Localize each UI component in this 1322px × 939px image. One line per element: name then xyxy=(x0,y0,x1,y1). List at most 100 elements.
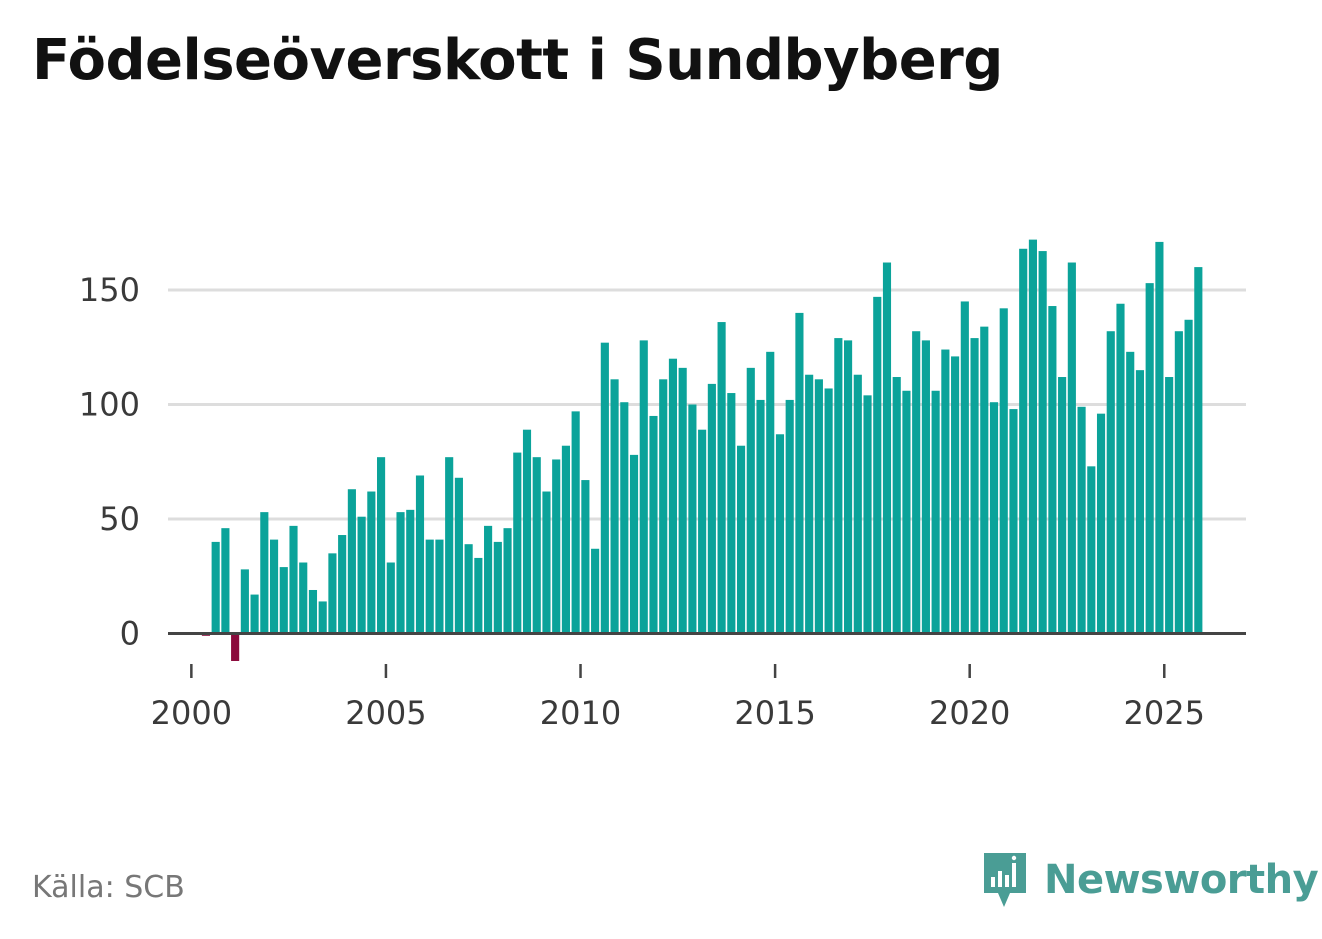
bar-94 xyxy=(1106,331,1115,634)
bar-28 xyxy=(464,544,473,634)
bar-11 xyxy=(299,562,308,634)
bar-57 xyxy=(746,367,755,634)
y-tick-label-50: 50 xyxy=(99,500,140,538)
bar-15 xyxy=(338,535,347,634)
bar-63 xyxy=(805,374,814,634)
y-tick-label-100: 100 xyxy=(79,386,140,424)
bar-83 xyxy=(999,308,1008,634)
bars xyxy=(201,239,1203,661)
bar-6 xyxy=(250,594,259,634)
bar-56 xyxy=(736,445,746,634)
bar-20 xyxy=(386,562,395,634)
bar-44 xyxy=(620,402,629,634)
x-tick-label-2025: 2025 xyxy=(1124,694,1205,732)
bar-27 xyxy=(454,477,463,634)
y-tick-label-0: 0 xyxy=(120,615,140,653)
x-tick-label-2000: 2000 xyxy=(151,694,232,732)
bar-40 xyxy=(581,480,590,634)
bar-52 xyxy=(698,429,707,634)
bar-73 xyxy=(902,390,911,634)
bar-71 xyxy=(882,262,892,634)
bar-12 xyxy=(308,589,318,634)
bar-80 xyxy=(970,338,979,634)
bar-24 xyxy=(425,539,434,634)
bar-67 xyxy=(844,340,853,634)
brand-logo: Newsworthy xyxy=(980,848,1319,912)
bar-92 xyxy=(1087,466,1096,634)
bar-21 xyxy=(396,512,405,634)
bar-81 xyxy=(980,326,989,634)
bar-37 xyxy=(552,459,561,634)
gridlines xyxy=(168,288,1246,521)
bar-47 xyxy=(649,415,658,634)
bar-50 xyxy=(678,367,687,634)
bar-53 xyxy=(707,383,716,634)
bar-74 xyxy=(912,331,921,634)
bar-75 xyxy=(921,340,930,634)
bar-97 xyxy=(1135,370,1145,634)
axes xyxy=(168,632,1246,678)
bar-38 xyxy=(561,445,570,634)
bar-48 xyxy=(659,379,668,634)
bar-62 xyxy=(795,312,804,634)
bar-82 xyxy=(989,402,999,634)
bar-79 xyxy=(960,301,969,634)
bar-29 xyxy=(474,557,483,634)
bar-7 xyxy=(260,512,269,634)
bar-101 xyxy=(1174,331,1183,634)
bar-10 xyxy=(289,525,298,634)
bar-5 xyxy=(240,569,249,634)
x-tick-label-2015: 2015 xyxy=(734,694,815,732)
bar-18 xyxy=(367,491,376,634)
bar-99 xyxy=(1155,241,1164,634)
y-axis-labels: 0 50 100 150 xyxy=(79,271,140,653)
x-tick-label-2010: 2010 xyxy=(540,694,621,732)
bar-98 xyxy=(1145,283,1154,634)
bar-17 xyxy=(357,516,366,634)
bar-93 xyxy=(1096,413,1106,634)
bar-58 xyxy=(756,399,765,634)
x-axis-labels: 2000 2005 2010 2015 2020 2025 xyxy=(151,694,1205,732)
bar-36 xyxy=(542,491,551,634)
bar-76 xyxy=(931,390,940,634)
bar-72 xyxy=(892,377,901,634)
bar-9 xyxy=(279,567,288,634)
bar-64 xyxy=(814,379,823,634)
bar-60 xyxy=(775,434,785,634)
bar-30 xyxy=(484,525,493,634)
bar-51 xyxy=(688,404,697,634)
bar-46 xyxy=(639,340,648,634)
bar-87 xyxy=(1038,251,1047,634)
bar-2 xyxy=(211,541,220,634)
bar-33 xyxy=(513,452,522,634)
bar-34 xyxy=(522,429,532,634)
bar-41 xyxy=(591,548,600,634)
x-tick-label-2020: 2020 xyxy=(929,694,1010,732)
bar-4 xyxy=(231,633,240,661)
source-note: Källa: SCB xyxy=(32,870,185,905)
bar-31 xyxy=(493,541,502,634)
bar-59 xyxy=(766,351,775,634)
bar-103 xyxy=(1194,267,1203,634)
bar-66 xyxy=(834,338,843,634)
bar-26 xyxy=(445,457,454,634)
bar-96 xyxy=(1126,351,1135,634)
bar-89 xyxy=(1058,377,1067,634)
bar-65 xyxy=(824,388,833,634)
bar-100 xyxy=(1165,377,1174,634)
bar-90 xyxy=(1067,262,1076,634)
bar-55 xyxy=(727,393,736,634)
bar-77 xyxy=(941,349,950,634)
bar-54 xyxy=(717,322,726,634)
y-tick-label-150: 150 xyxy=(79,271,140,309)
bar-49 xyxy=(668,358,678,634)
bar-84 xyxy=(1009,409,1018,634)
bar-22 xyxy=(406,509,415,634)
chart-title: Födelseöverskott i Sundbyberg xyxy=(32,28,1003,93)
bar-102 xyxy=(1184,319,1193,634)
newsworthy-logo-icon xyxy=(984,853,1026,907)
brand-name: Newsworthy xyxy=(1044,857,1319,903)
bar-35 xyxy=(532,457,541,634)
bar-78 xyxy=(951,356,960,634)
